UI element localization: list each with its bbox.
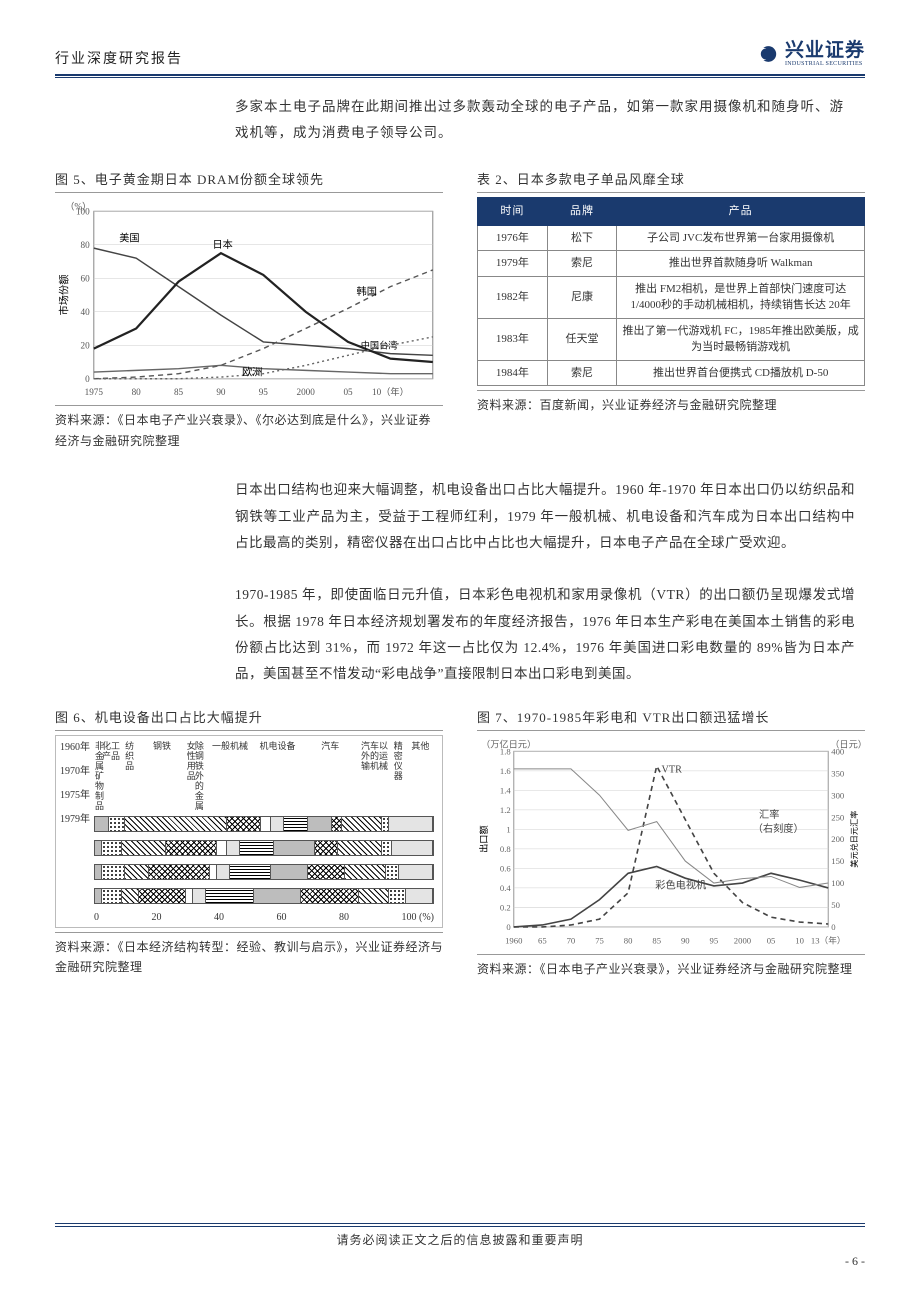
fig5-source: 资料来源：《日本电子产业兴衰录》、《尔必达到底是什么》，兴业证券经济与金融研究院… [55, 405, 443, 451]
svg-text:80: 80 [132, 387, 142, 397]
svg-text:95: 95 [259, 387, 269, 397]
fig5-caption: 图 5、电子黄金期日本 DRAM份额全球领先 [55, 169, 443, 193]
svg-text:100: 100 [831, 879, 844, 889]
logo-text-cn: 兴业证券 [785, 41, 865, 61]
svg-text:10: 10 [795, 936, 804, 946]
svg-text:1975: 1975 [85, 387, 104, 397]
table-row: 1982年尼康推出 FM2相机，是世界上首部快门速度可达 1/4000秒的手动机… [478, 276, 865, 318]
svg-text:350: 350 [831, 769, 844, 779]
figure-5: 图 5、电子黄金期日本 DRAM份额全球领先 （%）02040608010019… [55, 169, 443, 451]
svg-text:0.6: 0.6 [500, 864, 511, 874]
svg-text:400: 400 [831, 747, 844, 757]
svg-text:出口额: 出口额 [478, 826, 489, 854]
logo-text-en: INDUSTRIAL SECURITIES [785, 61, 865, 67]
svg-text:20: 20 [81, 341, 91, 351]
svg-text:美元兑日元汇率: 美元兑日元汇率 [849, 811, 859, 868]
doc-title: 行业深度研究报告 [55, 48, 183, 68]
products-table: 时间品牌产品1976年松下子公司 JVC发布世界第一台家用摄像机1979年索尼推… [477, 197, 865, 386]
table-row: 1983年任天堂推出了第一代游戏机 FC，1985年推出欧美版，成为当时最畅销游… [478, 318, 865, 360]
svg-text:70: 70 [567, 936, 576, 946]
svg-text:日本: 日本 [212, 238, 232, 251]
svg-text:300: 300 [831, 791, 844, 801]
svg-text:1.6: 1.6 [500, 766, 511, 776]
table-header: 时间 [478, 198, 548, 226]
svg-text:汇率: 汇率 [759, 809, 779, 822]
fig7-caption: 图 7、1970-1985年彩电和 VTR出口额迅猛增长 [477, 707, 865, 731]
svg-text:市场份额: 市场份额 [57, 275, 70, 316]
svg-text:0.8: 0.8 [500, 844, 511, 854]
svg-text:75: 75 [595, 936, 604, 946]
table-row: 1979年索尼推出世界首款随身听 Walkman [478, 251, 865, 277]
svg-text:250: 250 [831, 813, 844, 823]
svg-text:0.4: 0.4 [500, 883, 511, 893]
footer-disclaimer: 请务必阅读正文之后的信息披露和重要声明 [55, 1231, 865, 1248]
svg-text:1.8: 1.8 [500, 747, 511, 757]
fig6-caption: 图 6、机电设备出口占比大幅提升 [55, 707, 443, 731]
figure-6: 图 6、机电设备出口占比大幅提升 非金属矿物制品化工产品纺织品钢铁女性用品除钢铁… [55, 707, 443, 979]
svg-text:欧洲: 欧洲 [242, 367, 262, 379]
svg-text:60: 60 [81, 274, 91, 284]
body-para-1: 日本出口结构也迎来大幅调整，机电设备出口占比大幅提升。1960 年-1970 年… [235, 477, 855, 556]
svg-text:韩国: 韩国 [357, 285, 377, 298]
svg-text:85: 85 [174, 387, 184, 397]
fig7-chart: （万亿日元）（日元）00.20.40.60.811.21.41.61.80501… [477, 735, 865, 949]
stacked-bar [94, 864, 434, 880]
table-header: 品牌 [547, 198, 617, 226]
fig5-chart: （%）02040608010019758085909520000510（年）美国… [55, 197, 443, 401]
fig6-source: 资料来源：《日本经济结构转型：经验、教训与启示》，兴业证券经济与金融研究院整理 [55, 932, 443, 978]
svg-text:10（年）: 10（年） [372, 386, 409, 397]
fig6-chart: 非金属矿物制品化工产品纺织品钢铁女性用品除钢铁外的金属一般机械机电设备汽车汽车以… [55, 735, 443, 927]
table2-source: 资料来源：百度新闻，兴业证券经济与金融研究院整理 [477, 390, 865, 415]
svg-text:VTR: VTR [662, 765, 683, 776]
svg-text:40: 40 [81, 307, 91, 317]
svg-text:95: 95 [710, 936, 719, 946]
svg-text:0: 0 [85, 374, 90, 384]
svg-text:2000: 2000 [296, 387, 315, 397]
table2-caption: 表 2、日本多款电子单品风靡全球 [477, 169, 865, 193]
svg-text:1960: 1960 [505, 936, 522, 946]
svg-text:90: 90 [681, 936, 690, 946]
stacked-bar [94, 816, 434, 832]
svg-text:中国台湾: 中国台湾 [361, 340, 398, 351]
stacked-bar [94, 888, 434, 904]
svg-text:美国: 美国 [119, 232, 139, 245]
svg-text:100: 100 [76, 207, 90, 217]
svg-text:85: 85 [652, 936, 661, 946]
svg-text:05: 05 [767, 936, 776, 946]
page-header: 行业深度研究报告 兴业证券 INDUSTRIAL SECURITIES [55, 40, 865, 76]
svg-text:200: 200 [831, 835, 844, 845]
svg-text:1.2: 1.2 [500, 805, 511, 815]
svg-text:0: 0 [506, 922, 510, 932]
svg-text:65: 65 [538, 936, 547, 946]
table-row: 1976年松下子公司 JVC发布世界第一台家用摄像机 [478, 225, 865, 251]
brand-logo: 兴业证券 INDUSTRIAL SECURITIES [751, 40, 865, 68]
svg-text:0: 0 [831, 922, 835, 932]
svg-text:80: 80 [81, 240, 91, 250]
svg-text:1: 1 [506, 825, 510, 835]
fig7-source: 资料来源：《日本电子产业兴衰录》，兴业证券经济与金融研究院整理 [477, 954, 865, 979]
svg-text:1.4: 1.4 [500, 786, 511, 796]
logo-icon [751, 40, 779, 68]
svg-text:0.2: 0.2 [500, 903, 511, 913]
svg-text:05: 05 [343, 387, 353, 397]
svg-text:2000: 2000 [734, 936, 751, 946]
svg-text:13（年）: 13（年） [811, 935, 846, 946]
svg-text:50: 50 [831, 901, 840, 911]
stacked-bar [94, 840, 434, 856]
svg-text:90: 90 [216, 387, 226, 397]
svg-text:彩色电视机: 彩色电视机 [655, 879, 706, 892]
svg-text:（右刻度）: （右刻度） [753, 823, 804, 836]
figure-7: 图 7、1970-1985年彩电和 VTR出口额迅猛增长 （万亿日元）（日元）0… [477, 707, 865, 979]
table-row: 1984年索尼推出世界首台便携式 CD播放机 D-50 [478, 360, 865, 386]
table-2: 表 2、日本多款电子单品风靡全球 时间品牌产品1976年松下子公司 JVC发布世… [477, 169, 865, 451]
body-para-2: 1970-1985 年，即使面临日元升值，日本彩色电视机和家用录像机（VTR）的… [235, 582, 855, 687]
intro-paragraph: 多家本土电子品牌在此期间推出过多款轰动全球的电子产品，如第一款家用摄像机和随身听… [235, 94, 855, 145]
svg-text:80: 80 [624, 936, 633, 946]
svg-text:150: 150 [831, 857, 844, 867]
table-header: 产品 [617, 198, 865, 226]
page-footer: 请务必阅读正文之后的信息披露和重要声明 - 6 - [55, 1226, 865, 1269]
page-number: - 6 - [55, 1254, 865, 1269]
